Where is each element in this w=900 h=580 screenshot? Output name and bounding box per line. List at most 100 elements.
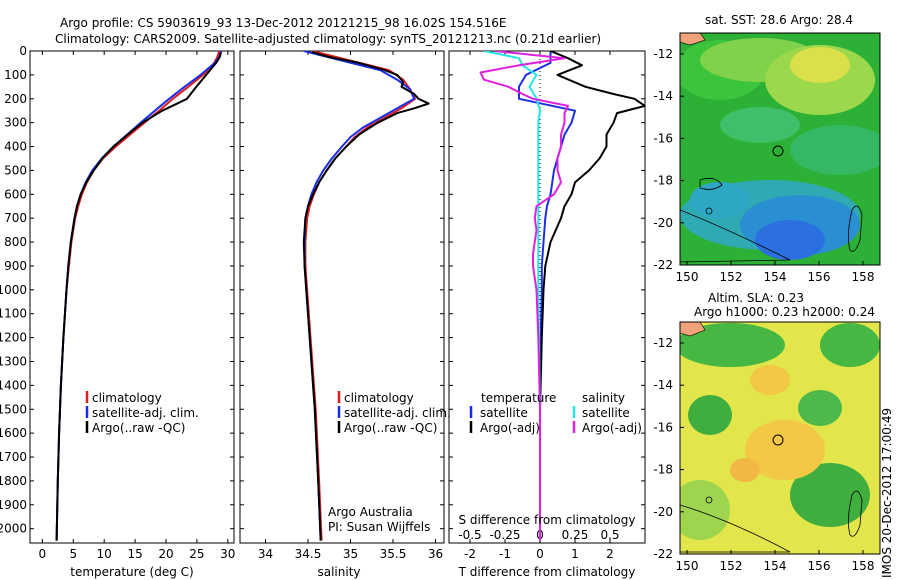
salinity-x-ticks: 34 34.5 35 35.5 36	[258, 51, 443, 561]
difference-s-ticks: -0.5 -0.25 0 0.25 0.5	[458, 528, 619, 542]
depth-tick-label: 400	[4, 140, 27, 154]
salinity-xlabel: salinity	[317, 565, 360, 579]
sst-map-y-ticks: -12 -14 -16 -18 -20 -22	[653, 47, 684, 272]
depth-tick-label: 700	[4, 211, 27, 225]
x-tick-label: 35	[343, 547, 358, 561]
legend-t-satellite: satellite	[480, 406, 528, 420]
legend-satellite-adj: satellite-adj. clim.	[92, 406, 199, 420]
sla-low-patch	[688, 395, 732, 435]
temperature-xlabel: temperature (deg C)	[70, 565, 193, 579]
sla-low-patch	[820, 323, 880, 367]
sst-warm-patch	[790, 47, 850, 83]
s-tick-label: 0.5	[600, 528, 619, 542]
sla-high-patch	[750, 365, 790, 395]
depth-tick-label: 1300	[0, 354, 27, 368]
series-line-satellite-adj-clim-	[303, 51, 416, 541]
series-line-climatology	[304, 51, 417, 541]
depth-tick-labels: 0 100 200 300 400 500 600 700 800 900 1000 1100 1200…	[0, 44, 27, 536]
reef-contour	[848, 205, 863, 252]
map-x-tick-label: 154	[764, 270, 787, 284]
series-line-s-satellite	[483, 51, 541, 541]
map-x-tick-label: 152	[720, 270, 743, 284]
legend-s-satellite: satellite	[582, 406, 630, 420]
depth-contour	[680, 504, 791, 553]
sla-map-title-line2: Argo h1000: 0.23 h2000: 0.24	[694, 305, 875, 319]
land-shape	[680, 322, 706, 337]
legend-t-argo: Argo(-adj)	[480, 421, 540, 435]
map-y-tick-label: -18	[653, 463, 673, 477]
sla-high-patch	[745, 420, 825, 480]
x-tick-label: 0	[39, 547, 47, 561]
x-tick-label: -1	[499, 547, 511, 561]
temperature-x-ticks: 0 5 10 15 20 25 30	[30, 50, 235, 561]
credit-pi: PI: Susan Wijffels	[328, 520, 430, 534]
map-x-tick-label: 156	[808, 270, 831, 284]
sst-cool-patch	[690, 182, 750, 218]
depth-tick-label: 1500	[0, 402, 27, 416]
series-line-t-satellite	[518, 51, 576, 541]
x-tick-label: 34.5	[295, 547, 322, 561]
depth-tick-label: 1900	[0, 498, 27, 512]
legend-salinity-heading: salinity	[582, 391, 625, 405]
temperature-lines	[55, 51, 222, 541]
x-tick-label: 5	[69, 547, 77, 561]
sst-patch	[790, 125, 880, 175]
legend-argo: Argo(..raw -QC)	[344, 421, 437, 435]
difference-xlabel-s: S difference from climatology	[459, 513, 636, 527]
depth-tick-label: 100	[4, 68, 27, 82]
argo-location-marker	[772, 145, 784, 157]
series-line-argo-raw-qc-	[302, 51, 430, 541]
salinity-axes	[239, 50, 445, 544]
x-tick-label: 35.5	[380, 547, 407, 561]
sla-high-patch	[730, 458, 760, 482]
sst-cool-patch	[755, 220, 825, 260]
reef-contour	[699, 177, 723, 190]
salinity-legend: climatology satellite-adj. clim. Argo(..…	[337, 391, 451, 435]
depth-tick-label: 800	[4, 235, 27, 249]
depth-tick-label: 0	[19, 44, 27, 58]
depth-contour	[680, 209, 791, 263]
figure-title-line1: Argo profile: CS 5903619_93 13-Dec-2012 …	[60, 16, 506, 30]
legend-climatology: climatology	[344, 391, 414, 405]
difference-lines	[479, 51, 645, 541]
temperature-panel: 0100200300400500600700800900100011001200…	[0, 44, 235, 579]
difference-axes	[448, 50, 646, 544]
depth-tick-label: 1100	[0, 307, 27, 321]
reef-contour	[848, 490, 863, 537]
s-tick-label: 0.25	[562, 528, 589, 542]
x-tick-label: 36	[428, 547, 443, 561]
map-y-tick-label: -22	[653, 547, 673, 561]
sst-map-title: sat. SST: 28.6 Argo: 28.4	[705, 13, 853, 27]
s-tick-label: -0.5	[458, 528, 481, 542]
legend-s-argo: Argo(-adj)	[582, 421, 642, 435]
depth-tick-label: 1000	[0, 283, 27, 297]
depth-tick-label: 1400	[0, 378, 27, 392]
x-tick-label: 30	[220, 547, 235, 561]
map-y-tick-label: -12	[653, 47, 673, 61]
x-tick-label: 0	[536, 547, 544, 561]
depth-tick-label: 1800	[0, 474, 27, 488]
salinity-panel: 34 34.5 35 35.5 36 salinity climatology sate…	[239, 50, 451, 579]
legend-climatology: climatology	[92, 391, 162, 405]
depth-tick-label: 500	[4, 163, 27, 177]
x-tick-label: 10	[97, 547, 112, 561]
sst-patch	[720, 107, 800, 143]
difference-panel: -2 -1 0 1 2 -0.5 -0.25 0 0.25 0.5 T difference f…	[448, 50, 646, 579]
map-y-tick-label: -18	[653, 174, 673, 188]
argo-location-marker	[772, 434, 784, 446]
reef-marker	[705, 496, 713, 504]
map-y-tick-label: -20	[653, 505, 673, 519]
depth-tick-label: 1600	[0, 426, 27, 440]
map-x-tick-label: 154	[764, 559, 787, 573]
map-x-tick-label: 158	[852, 559, 875, 573]
x-tick-label: 25	[189, 547, 204, 561]
depth-tick-label: 600	[4, 187, 27, 201]
map-x-tick-label: 156	[808, 559, 831, 573]
legend-argo: Argo(..raw -QC)	[92, 421, 185, 435]
map-y-tick-label: -14	[653, 378, 673, 392]
legend-satellite-adj: satellite-adj. clim.	[344, 406, 451, 420]
series-line-s-argo-adj-	[479, 51, 569, 541]
depth-tick-label: 1700	[0, 450, 27, 464]
x-tick-label: 34	[258, 547, 273, 561]
